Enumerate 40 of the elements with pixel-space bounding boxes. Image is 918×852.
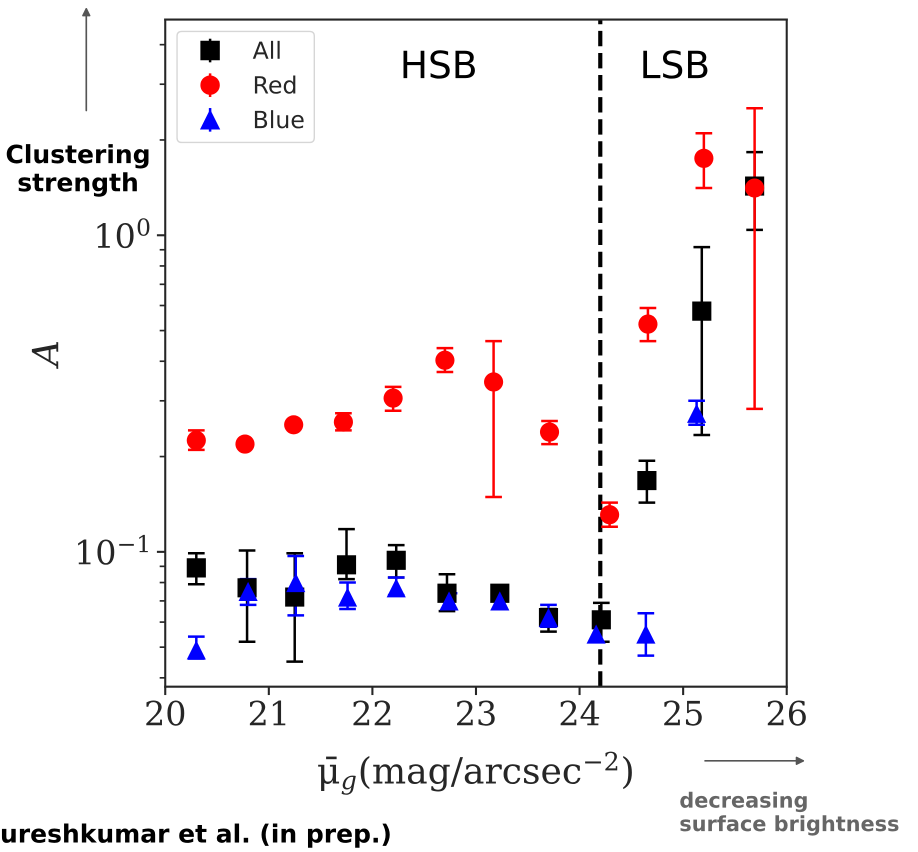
x-tick-label: 22 (353, 700, 390, 726)
point (186, 558, 206, 578)
point (384, 388, 403, 408)
point (600, 505, 620, 524)
point (636, 624, 656, 644)
x-tick-label: 20 (146, 700, 184, 726)
point (592, 610, 611, 630)
point (692, 302, 712, 321)
annotation: LSB (643, 50, 708, 79)
point (637, 470, 656, 490)
x-tick-label: 26 (768, 700, 806, 726)
point (694, 148, 714, 168)
text: decreasing surface brightness (680, 792, 898, 836)
text: ureshkumar et al. (in prep.) (2, 824, 390, 848)
point (238, 582, 258, 601)
point (638, 314, 658, 334)
legend-label: All (252, 40, 280, 59)
x-tick-label: 24 (560, 700, 600, 726)
point (490, 591, 510, 610)
legend-label: Red (254, 76, 296, 94)
legend-label: Blue (254, 110, 304, 128)
text: Clustering strength (6, 144, 148, 197)
point (186, 640, 206, 660)
y-axis-title: A (32, 342, 58, 369)
point (484, 372, 504, 392)
y-tick-label: 10$^{−1}$ (78, 534, 148, 565)
point (284, 415, 304, 434)
point (586, 624, 606, 644)
x-tick-label: 23 (457, 700, 495, 726)
point (336, 555, 356, 574)
point (386, 550, 406, 570)
x-tick-label: 21 (250, 700, 286, 726)
point (235, 434, 255, 454)
point (540, 422, 560, 442)
y-tick-label: 10$^{0}$ (97, 218, 150, 248)
annotation: HSB (404, 50, 475, 79)
x-tick-label: 25 (664, 700, 702, 726)
point (687, 404, 706, 423)
x-axis-title: μ̄$_{g}$(mag/arcsec$^{−2}$) (318, 752, 632, 795)
point (435, 350, 454, 370)
